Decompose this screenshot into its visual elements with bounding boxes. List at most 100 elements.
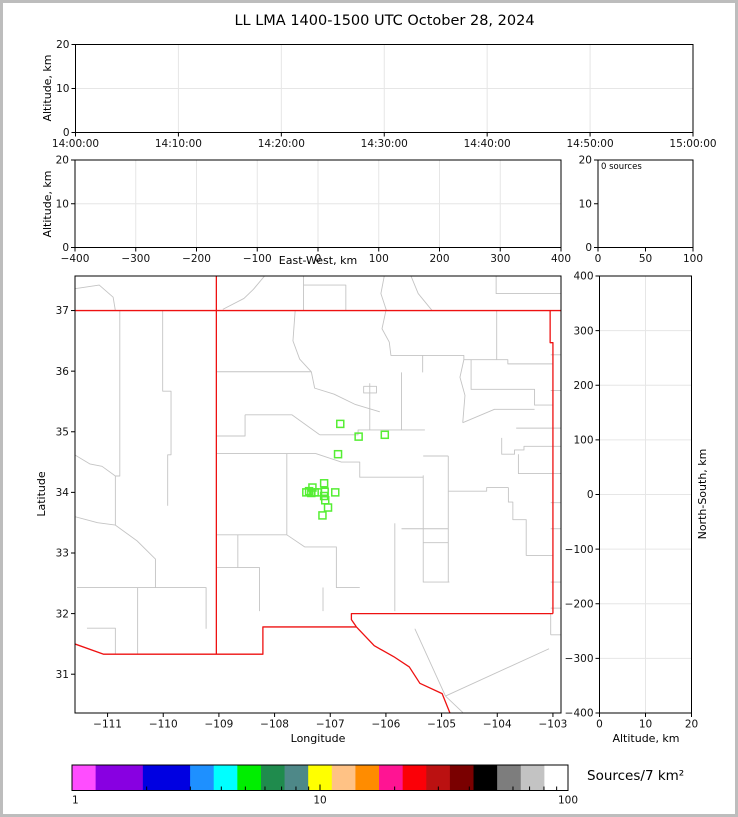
county-border-line xyxy=(216,453,424,478)
lma-station-marker xyxy=(319,479,329,488)
histogram-x-axis-tick-label: 50 xyxy=(639,253,652,265)
county-border-line xyxy=(462,408,535,424)
ew-axis-tick-label: 200 xyxy=(429,253,449,265)
county-border-line xyxy=(495,276,561,295)
state-border-line xyxy=(355,626,451,713)
lma-station-marker xyxy=(331,488,340,497)
map-layer xyxy=(75,276,561,713)
colorbar-segment xyxy=(355,765,380,791)
ns-y-axis-tick-label: 300 xyxy=(573,325,593,337)
ns-y-axis-tick-label: 200 xyxy=(573,380,593,392)
colorbar-segment xyxy=(166,765,191,791)
lma-station-marker xyxy=(302,488,311,497)
time-axis-tick-label: 14:20:00 xyxy=(258,138,305,150)
county-border-line xyxy=(76,587,207,629)
county-border-line xyxy=(501,437,561,455)
colorbar-segment xyxy=(379,765,404,791)
time-axis-tick-label: 14:10:00 xyxy=(155,138,202,150)
colorbar-segment xyxy=(449,765,475,791)
colorbar-segment xyxy=(402,765,427,791)
time-axis-tick-label: 15:00:00 xyxy=(669,138,716,150)
county-border-line xyxy=(410,276,433,311)
colorbar-segment xyxy=(95,765,120,791)
ns-x-axis-tick-label: 20 xyxy=(685,719,698,731)
county-border-line xyxy=(237,534,260,612)
county-border-line xyxy=(422,475,450,583)
ew-axis-tick-label: −200 xyxy=(182,253,211,265)
time-axis-tick-label: 14:00:00 xyxy=(52,138,99,150)
histogram-y-axis-tick-label: 20 xyxy=(579,155,592,167)
county-border-line xyxy=(310,371,380,413)
lma-station-marker xyxy=(336,419,345,429)
colorbar-tick-label: 10 xyxy=(313,795,326,807)
latitude-axis-tick-label: 32 xyxy=(56,608,69,620)
ns-y-axis-tick-label: 0 xyxy=(587,489,594,501)
latitude-axis-tick-label: 33 xyxy=(56,548,69,560)
colorbar-segment xyxy=(426,765,451,791)
county-border-line xyxy=(114,310,121,526)
state-border-line xyxy=(350,612,553,628)
longitude-axis-tick-label: −103 xyxy=(539,719,568,731)
map-plot-frame xyxy=(74,275,562,714)
county-border-line xyxy=(245,414,320,436)
colorbar-segment xyxy=(119,765,144,791)
ew-axis-tick-label: 400 xyxy=(551,253,571,265)
time-axis-tick-label: 14:30:00 xyxy=(361,138,408,150)
colorbar-label: Sources/7 km² xyxy=(587,768,685,784)
ns-y-axis-tick-label: 100 xyxy=(573,435,593,447)
altitude-axis-tick-label: 0 xyxy=(62,242,69,254)
county-border-line xyxy=(75,284,116,311)
colorbar-segment xyxy=(473,765,498,791)
county-border-line xyxy=(303,284,347,311)
source-count-annotation: 0 sources xyxy=(601,162,642,172)
ns-x-axis-tick-label: 0 xyxy=(596,719,603,731)
ew-axis-tick-label: 0 xyxy=(315,253,322,265)
ew-axis-tick-label: 300 xyxy=(490,253,510,265)
county-border-line xyxy=(222,276,265,310)
county-border-line xyxy=(507,487,553,556)
state-border-line xyxy=(549,310,554,614)
lma-station-marker xyxy=(333,449,343,459)
altitude-axis-tick-label: 20 xyxy=(56,39,69,51)
ns-y-axis-tick-label: −400 xyxy=(565,708,594,720)
ns-y-axis-tick-label: 400 xyxy=(573,271,593,283)
ns-y-axis-tick-label: −200 xyxy=(565,598,594,610)
latitude-axis-tick-label: 35 xyxy=(56,426,69,438)
histogram-x-axis-tick-label: 100 xyxy=(683,253,703,265)
colorbar-segment xyxy=(237,765,262,791)
map-xlabel: Longitude xyxy=(290,732,346,745)
longitude-axis-tick-label: −111 xyxy=(93,719,122,731)
colorbar-segment xyxy=(331,765,356,791)
colorbar-segment xyxy=(520,765,545,791)
ns-panel-xlabel: Altitude, km xyxy=(612,732,680,745)
longitude-axis-tick-label: −109 xyxy=(204,719,233,731)
lma-station-marker xyxy=(354,432,363,441)
county-border-line xyxy=(414,628,446,697)
histogram-y-axis-tick-label: 0 xyxy=(585,242,592,254)
colorbar-segment xyxy=(497,765,522,791)
county-border-line xyxy=(422,354,553,365)
ns-x-axis-tick-label: 10 xyxy=(639,719,652,731)
county-border-line xyxy=(319,429,425,436)
longitude-axis-tick-label: −108 xyxy=(260,719,289,731)
lma-station-marker xyxy=(380,430,390,440)
county-border-line xyxy=(86,627,116,654)
colorbar-segment xyxy=(213,765,238,791)
county-border-line xyxy=(381,310,424,373)
colorbar-segment xyxy=(190,765,215,791)
county-border-line xyxy=(470,359,553,406)
county-border-line xyxy=(216,414,246,437)
latitude-axis-tick-label: 31 xyxy=(56,669,69,681)
county-border-line xyxy=(445,648,550,697)
county-border-line xyxy=(75,454,116,477)
ew-axis-tick-label: 100 xyxy=(369,253,389,265)
county-border-line xyxy=(363,385,377,394)
colorbar-segment xyxy=(284,765,309,791)
county-border-line xyxy=(517,454,561,475)
ns-y-axis-tick-label: −100 xyxy=(565,544,594,556)
altitude-axis-tick-label: 10 xyxy=(56,83,69,95)
altitude-axis-tick-label: 10 xyxy=(56,198,69,210)
time-axis-tick-label: 14:40:00 xyxy=(464,138,511,150)
colorbar-segment xyxy=(544,765,569,791)
